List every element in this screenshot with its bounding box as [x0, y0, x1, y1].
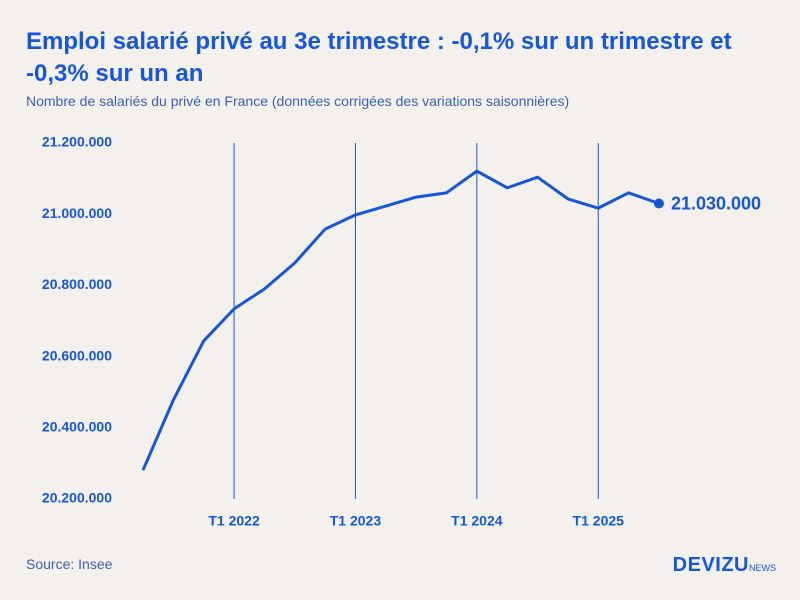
brand-suffix: NEWS	[749, 563, 776, 573]
x-tick-label: T1 2024	[451, 513, 503, 529]
end-point	[653, 198, 664, 209]
chart-title: Emploi salarié privé au 3e trimestre : -…	[26, 28, 732, 87]
y-tick-label: 20.800.000	[42, 276, 112, 292]
x-tick-label: T1 2023	[330, 513, 382, 529]
x-tick-label: T1 2022	[208, 513, 260, 529]
brand-name: DEVIZU	[672, 554, 749, 576]
y-tick-label: 20.200.000	[42, 490, 112, 506]
line	[141, 169, 660, 471]
y-tick-label: 20.600.000	[42, 347, 112, 363]
chart-subtitle: Nombre de salariés du privé en France (d…	[26, 93, 570, 109]
x-tick-label: T1 2025	[573, 513, 625, 529]
source: Source: Insee	[26, 556, 113, 572]
y-tick-label: 21.200.000	[42, 134, 112, 150]
value-label: 21.030.000	[671, 193, 761, 213]
brand: DEVIZUNEWS	[673, 554, 776, 577]
y-tick-label: 21.000.000	[42, 205, 112, 221]
y-tick-label: 20.400.000	[42, 419, 112, 435]
